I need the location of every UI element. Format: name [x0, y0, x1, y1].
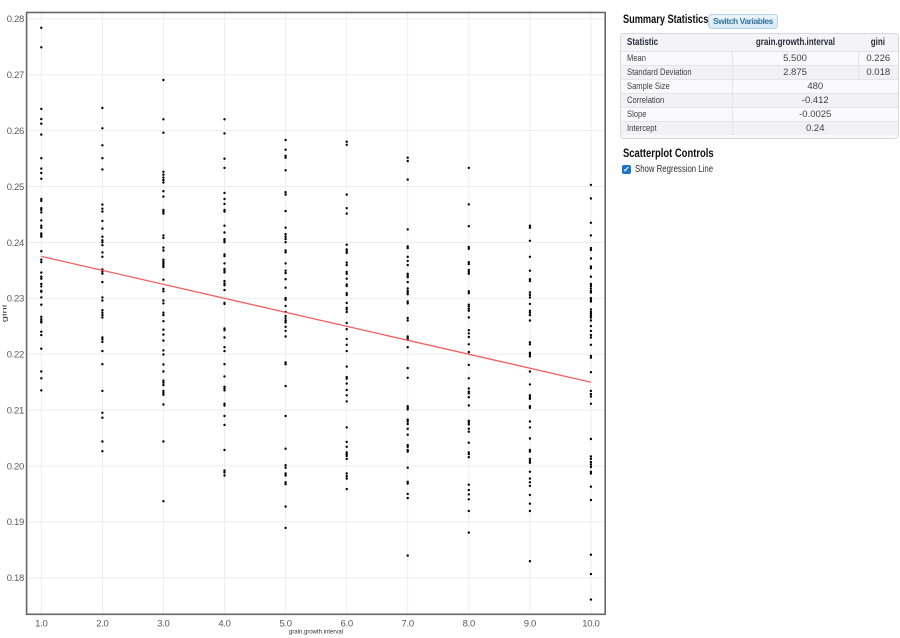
svg-text:7.0: 7.0 [402, 619, 414, 630]
svg-text:1.0: 1.0 [35, 619, 47, 630]
svg-text:2.0: 2.0 [96, 619, 108, 630]
svg-text:gini: gini [3, 305, 9, 323]
svg-text:0.25: 0.25 [7, 182, 24, 193]
svg-text:6.0: 6.0 [341, 619, 353, 630]
svg-text:0.27: 0.27 [7, 70, 24, 81]
svg-text:0.20: 0.20 [7, 461, 24, 472]
svg-text:grain.growth.interval: grain.growth.interval [289, 630, 343, 636]
svg-text:0.24: 0.24 [7, 238, 24, 249]
svg-text:10.0: 10.0 [582, 619, 599, 630]
svg-text:3.0: 3.0 [157, 619, 169, 630]
svg-text:0.19: 0.19 [7, 517, 24, 528]
svg-text:0.23: 0.23 [7, 294, 24, 305]
svg-text:0.28: 0.28 [7, 14, 24, 25]
svg-text:8.0: 8.0 [463, 619, 475, 630]
svg-text:9.0: 9.0 [524, 619, 536, 630]
svg-text:0.26: 0.26 [7, 126, 24, 137]
svg-text:5.0: 5.0 [279, 619, 291, 630]
svg-text:0.18: 0.18 [7, 573, 24, 584]
svg-text:0.21: 0.21 [7, 405, 24, 416]
svg-text:4.0: 4.0 [218, 619, 230, 630]
svg-text:0.22: 0.22 [7, 350, 24, 361]
